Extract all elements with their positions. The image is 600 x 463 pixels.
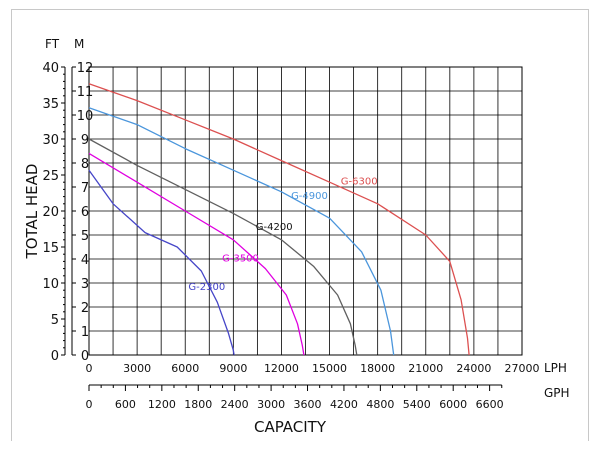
- ft-tick-label: 40: [42, 61, 59, 76]
- m-tick-label: 8: [81, 157, 89, 172]
- series-label-g-4900: G-4900: [291, 191, 328, 202]
- gph-tick-label: 1800: [184, 398, 212, 411]
- gph-tick-label: 4800: [366, 398, 394, 411]
- m-tick-label: 6: [81, 205, 89, 220]
- m-tick-label: 1: [81, 325, 89, 340]
- lph-tick-label: 6000: [171, 362, 199, 375]
- lph-unit-label: LPH: [544, 361, 567, 375]
- gph-tick-label: 600: [115, 398, 136, 411]
- m-tick-label: 0: [81, 349, 89, 364]
- y-axis-title: TOTAL HEAD: [23, 164, 41, 260]
- m-tick-label: 12: [77, 61, 94, 76]
- m-tick-label: 3: [81, 277, 89, 292]
- gph-tick-label: 4200: [330, 398, 358, 411]
- ft-tick-label: 15: [42, 241, 59, 256]
- gph-tick-label: 6000: [439, 398, 467, 411]
- gph-tick-label: 1200: [148, 398, 176, 411]
- lph-tick-label: 3000: [123, 362, 151, 375]
- series-line-g-4900: [88, 107, 395, 356]
- lph-tick-label: 18000: [360, 362, 395, 375]
- lph-tick-label: 21000: [408, 362, 443, 375]
- series-layer: [88, 83, 470, 356]
- series-label-g-3500: G-3500: [222, 253, 259, 264]
- series-label-g-4200: G-4200: [256, 222, 293, 233]
- x-axis-title: CAPACITY: [254, 418, 327, 436]
- ft-tick-label: 25: [42, 169, 59, 184]
- gph-tick-label: 3000: [257, 398, 285, 411]
- lph-tick-label: 15000: [312, 362, 347, 375]
- m-tick-label: 7: [81, 181, 89, 196]
- gph-tick-label: 5400: [403, 398, 431, 411]
- gph-unit-label: GPH: [544, 386, 570, 400]
- grid-layer: [88, 66, 523, 356]
- lph-tick-label: 9000: [219, 362, 247, 375]
- ft-tick-label: 35: [42, 97, 59, 112]
- gph-tick-label: 0: [86, 398, 93, 411]
- ft-tick-label: 5: [51, 313, 59, 328]
- gph-tick-label: 6600: [476, 398, 504, 411]
- lph-tick-label: 24000: [456, 362, 491, 375]
- lph-tick-label: 27000: [505, 362, 540, 375]
- lph-tick-label: 12000: [264, 362, 299, 375]
- series-line-g-4200: [88, 138, 358, 356]
- m-tick-label: 5: [81, 229, 89, 244]
- series-label-g-6300: G-6300: [341, 177, 378, 188]
- m-tick-label: 11: [77, 85, 94, 100]
- ft-tick-label: 10: [42, 277, 59, 292]
- m-tick-label: 4: [81, 253, 89, 268]
- series-line-g-6300: [88, 83, 470, 356]
- gph-tick-label: 2400: [221, 398, 249, 411]
- m-tick-label: 10: [77, 109, 94, 124]
- ft-tick-label: 20: [42, 205, 59, 220]
- lph-tick-label: 0: [86, 362, 93, 375]
- m-tick-label: 2: [81, 301, 89, 316]
- m-tick-label: 9: [81, 133, 89, 148]
- gph-tick-label: 3600: [294, 398, 322, 411]
- chart-frame: [11, 9, 589, 441]
- series-line-g-3500: [88, 152, 305, 356]
- label-layer: G-2300 G-3500 G-4200 G-4900 G-6300: [188, 177, 377, 294]
- series-label-g-2300: G-2300: [188, 282, 225, 293]
- ft-unit-label: FT: [45, 37, 60, 51]
- m-unit-label: M: [74, 37, 84, 51]
- ft-tick-label: 30: [42, 133, 59, 148]
- series-line-g-2300: [88, 169, 235, 356]
- ft-tick-label: 0: [51, 349, 59, 364]
